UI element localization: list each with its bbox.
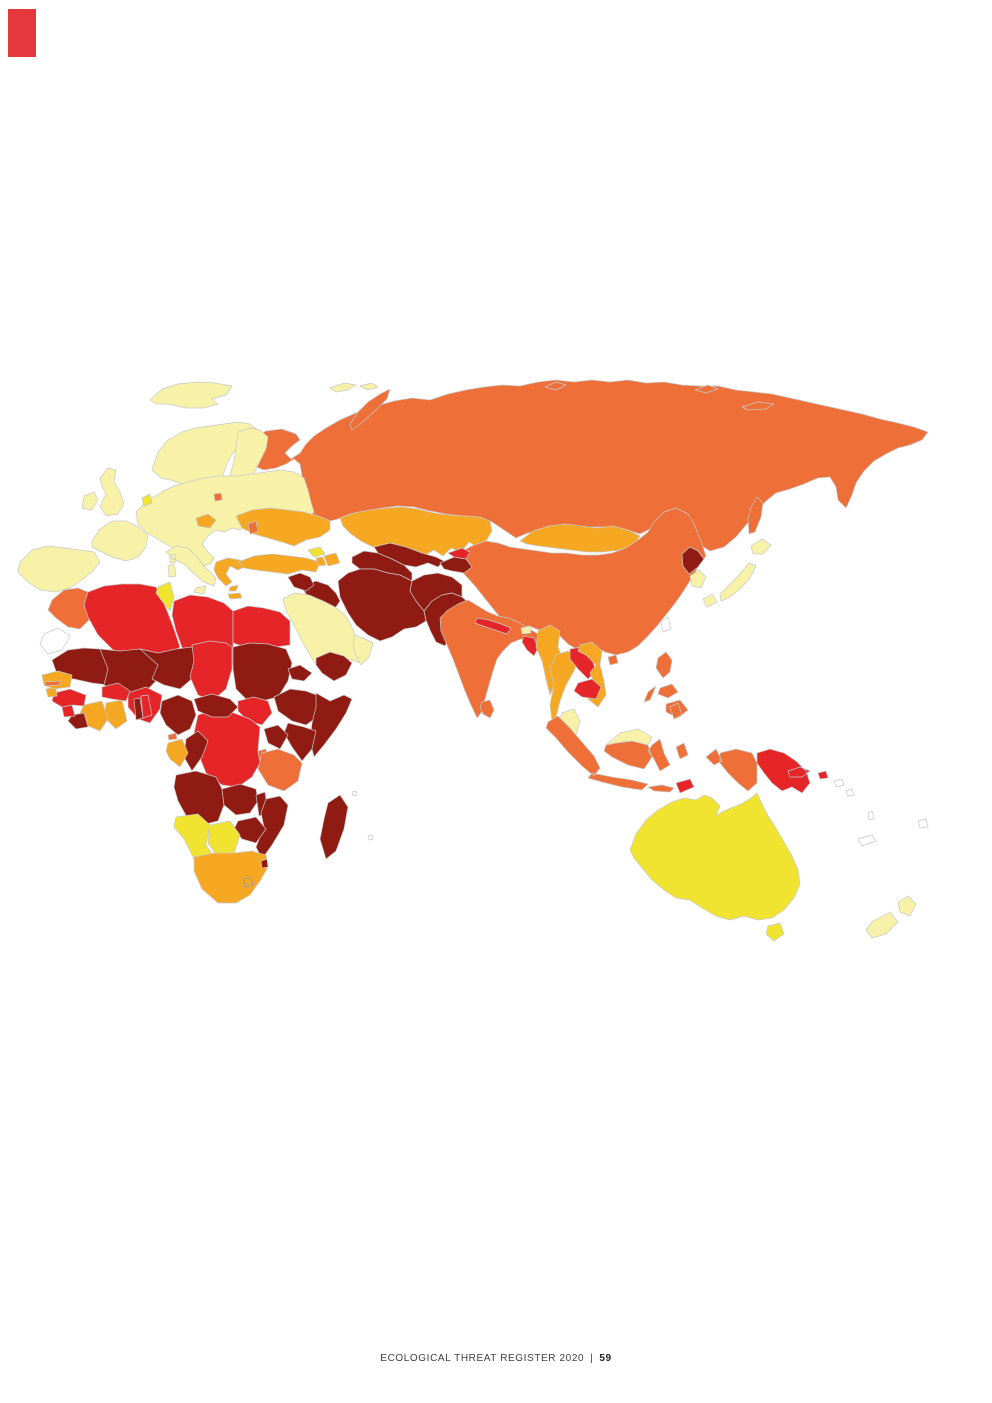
country-new-caledonia [857, 834, 877, 847]
country-tunisia [155, 581, 175, 612]
country-greece [213, 557, 247, 600]
country-azerbaijan [323, 552, 341, 567]
country-cameroon [159, 694, 197, 736]
country-taiwan [660, 616, 672, 633]
country-south-africa [193, 850, 269, 904]
country-syria [287, 572, 315, 592]
country-sudan [232, 642, 293, 702]
country-benin [140, 694, 153, 719]
country-liberia [67, 712, 89, 730]
country-papua-new-guinea [756, 748, 829, 794]
country-somalia [309, 692, 353, 758]
country-hungary [195, 513, 217, 529]
country-new-zealand [865, 895, 917, 939]
country-united-kingdom [99, 467, 125, 517]
country-tasmania [765, 922, 785, 942]
footer-report-title: ECOLOGICAL THREAT REGISTER 2020 [380, 1353, 585, 1364]
country-mauritius [367, 834, 374, 841]
country-timor-leste [675, 778, 695, 794]
country-australia [629, 792, 801, 921]
country-hainan [607, 654, 619, 666]
country-japan [702, 538, 772, 608]
country-western-sahara [39, 627, 71, 655]
country-vanuatu [867, 810, 875, 821]
country-moldova [247, 520, 259, 535]
country-egypt [232, 605, 291, 650]
country-guinea [51, 688, 87, 708]
country-spain-portugal [17, 545, 101, 593]
country-cambodia [573, 678, 602, 700]
country-italy [165, 545, 217, 595]
country-indonesia [545, 702, 758, 793]
country-bangladesh [521, 635, 539, 657]
country-bhutan [520, 625, 532, 635]
country-ukraine [235, 507, 331, 547]
country-svalbard [329, 382, 379, 393]
country-solomon-islands [833, 778, 855, 797]
country-senegal [41, 670, 73, 690]
country-armenia [315, 556, 327, 567]
country-tanzania [257, 748, 303, 792]
country-malaysia-borneo [605, 728, 653, 746]
country-lesotho [242, 876, 254, 888]
country-angola [173, 770, 225, 826]
country-morocco [47, 587, 91, 630]
corner-tab [8, 9, 36, 57]
page-footer: ECOLOGICAL THREAT REGISTER 2020 | 59 [0, 1353, 992, 1364]
country-zambia [221, 783, 259, 816]
country-madagascar [319, 794, 349, 860]
country-georgia [307, 546, 326, 558]
country-netherlands [141, 493, 153, 507]
country-cyprus [228, 584, 239, 592]
country-sri-lanka [479, 699, 495, 719]
footer-separator: | [590, 1353, 594, 1364]
country-ghana [103, 699, 128, 730]
country-india [439, 599, 546, 719]
country-arctic-islands [544, 381, 775, 411]
country-equatorial-guinea [167, 732, 178, 741]
country-kaliningrad [213, 492, 223, 502]
country-uganda [263, 724, 289, 750]
footer-page-number: 59 [599, 1353, 612, 1364]
country-eritrea [287, 664, 313, 682]
country-france [91, 520, 149, 562]
country-comoros [351, 790, 358, 797]
country-kyrgyzstan [447, 547, 471, 560]
country-south-korea [689, 569, 707, 589]
country-gabon [165, 738, 189, 768]
country-burkina-faso [101, 682, 131, 702]
country-sakhalin [747, 496, 764, 535]
country-nepal [474, 617, 512, 635]
country-fiji [917, 818, 929, 829]
country-philippines [643, 651, 689, 719]
country-ireland [81, 491, 99, 511]
country-yemen [315, 651, 353, 682]
country-algeria [83, 583, 181, 664]
country-uzbekistan [373, 542, 445, 568]
country-oman [352, 634, 374, 666]
country-eswatini [260, 858, 269, 869]
country-novaya-zemlya [349, 388, 391, 431]
country-gambia [44, 680, 61, 687]
country-chad [189, 640, 233, 702]
country-mozambique [255, 795, 289, 860]
country-turkey [237, 553, 321, 575]
country-togo [133, 697, 144, 721]
country-central-african-republic [193, 693, 239, 718]
country-north-korea [681, 546, 705, 575]
country-iceland [149, 381, 233, 409]
